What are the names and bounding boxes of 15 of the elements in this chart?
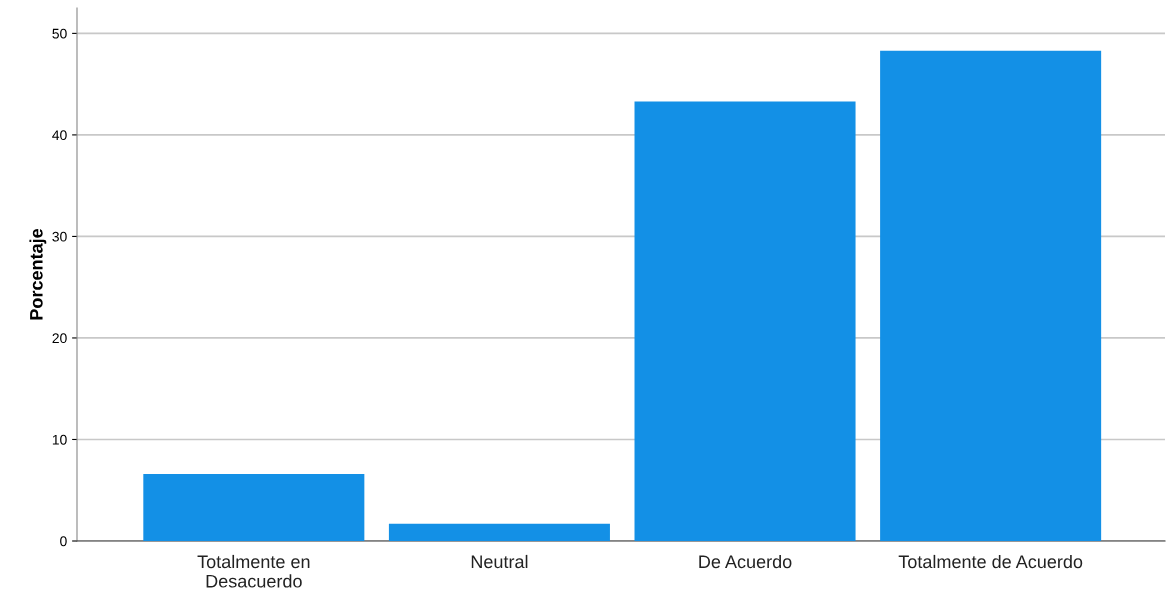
bar: [880, 50, 1102, 541]
y-tick-label: 50: [52, 28, 67, 39]
y-tick-label: 30: [52, 231, 67, 242]
x-tick-label: De Acuerdo: [699, 554, 792, 569]
x-tick-label: Neutral: [471, 554, 528, 569]
x-tick-label: Totalmente en Desacuerdo: [197, 554, 310, 588]
bar: [143, 473, 365, 541]
y-tick-label: 10: [52, 434, 67, 445]
bar: [634, 101, 856, 541]
y-tick-label: 20: [52, 333, 67, 344]
y-tick-label: 0: [60, 536, 67, 547]
x-tick-label: Totalmente de Acuerdo: [898, 554, 1083, 569]
y-axis-title: Porcentaje: [29, 228, 47, 320]
bar: [388, 523, 610, 541]
y-tick-label: 40: [52, 130, 67, 141]
